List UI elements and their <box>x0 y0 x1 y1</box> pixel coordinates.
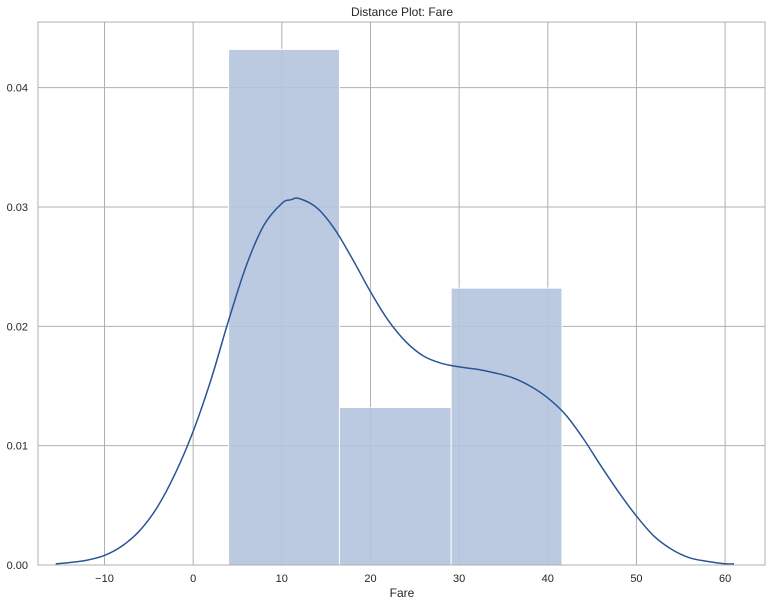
plot-frame <box>37 21 766 566</box>
kde-line <box>55 197 734 565</box>
histogram-bar <box>338 406 452 566</box>
histogram-bar <box>450 287 563 566</box>
tick-labels: −10 0 10 20 30 40 50 60 0.00 0.01 0.02 0.03 0.04 <box>7 83 732 585</box>
x-tick-label: 10 <box>276 573 288 585</box>
y-tick-label: 0.03 <box>7 202 28 214</box>
y-tick-label: 0.04 <box>7 83 28 95</box>
histogram-bar <box>228 48 340 566</box>
x-tick-label: 60 <box>719 573 731 585</box>
x-tick-label: 50 <box>630 573 642 585</box>
x-tick-label: 30 <box>453 573 465 585</box>
x-tick-label: 40 <box>542 573 554 585</box>
x-tick-label: 0 <box>190 573 196 585</box>
histogram-bars <box>228 48 563 566</box>
x-axis-label: Fare <box>390 586 415 600</box>
kde-layer <box>55 197 734 565</box>
x-tick-label: −10 <box>95 573 114 585</box>
x-tick-label: 20 <box>364 573 376 585</box>
y-tick-label: 0.01 <box>7 441 28 453</box>
y-tick-label: 0.00 <box>7 560 28 572</box>
axes-frame <box>37 21 766 566</box>
y-tick-label: 0.02 <box>7 321 28 333</box>
chart-title: Distance Plot: Fare <box>351 5 453 19</box>
